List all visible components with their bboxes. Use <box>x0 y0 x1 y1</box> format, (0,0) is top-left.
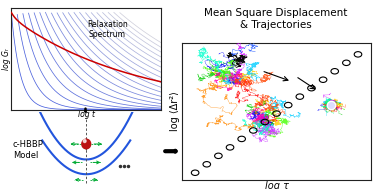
Circle shape <box>83 139 86 143</box>
Text: c-HBBP
Model: c-HBBP Model <box>13 140 44 160</box>
Text: Relaxation
Spectrum: Relaxation Spectrum <box>87 20 128 39</box>
X-axis label: log t: log t <box>78 110 95 119</box>
Y-axis label: log ⟨Δr²⟩: log ⟨Δr²⟩ <box>171 92 180 131</box>
Y-axis label: log Gᵣ: log Gᵣ <box>2 48 10 70</box>
Text: Mean Square Displacement
& Trajectories: Mean Square Displacement & Trajectories <box>204 8 347 30</box>
X-axis label: log τ: log τ <box>265 181 289 189</box>
Circle shape <box>82 139 91 149</box>
